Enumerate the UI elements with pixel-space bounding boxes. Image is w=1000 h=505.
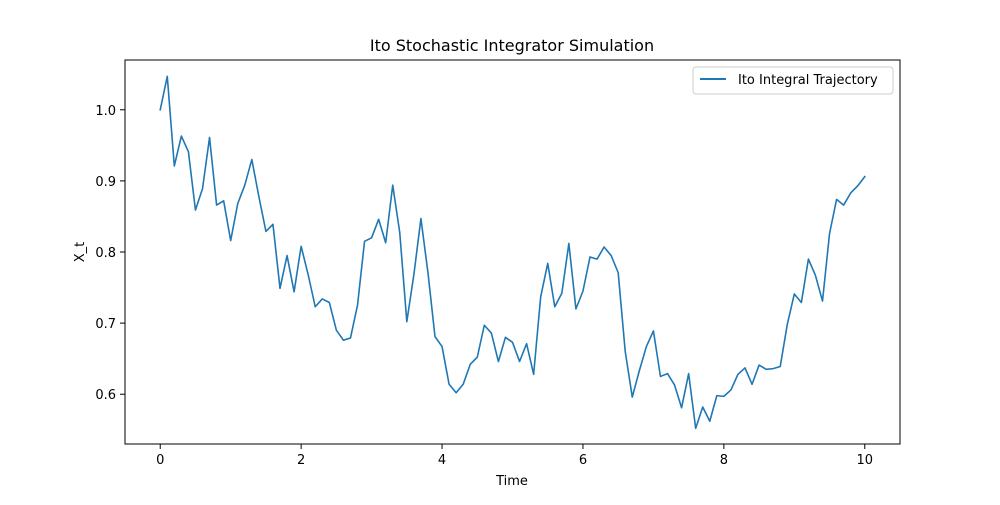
legend-box <box>692 66 894 95</box>
y-tick-label: 1.0 <box>95 104 116 119</box>
series-group <box>159 75 866 430</box>
y-tick-label: 0.8 <box>95 246 116 261</box>
x-tick-label: 0 <box>156 453 164 468</box>
x-tick-label: 8 <box>720 453 728 468</box>
y-tick-label: 0.6 <box>95 388 116 403</box>
plot-frame <box>124 59 901 445</box>
x-tick-label: 6 <box>579 453 587 468</box>
x-axis-ticks: 0 2 4 6 8 10 <box>156 444 873 468</box>
y-tick-label: 0.7 <box>95 317 116 332</box>
legend: Ito Integral Trajectory <box>692 66 894 95</box>
y-tick-label: 0.9 <box>95 175 116 190</box>
x-tick-label: 4 <box>438 453 446 468</box>
series-line <box>159 75 866 430</box>
chart-title: Ito Stochastic Integrator Simulation <box>370 36 654 55</box>
y-axis-ticks: 0.6 0.7 0.8 0.9 1.0 <box>95 104 125 403</box>
y-axis-label: X_t <box>73 242 88 263</box>
x-axis-label: Time <box>495 474 528 489</box>
x-tick-label: 2 <box>297 453 305 468</box>
legend-entry-label: Ito Integral Trajectory <box>738 73 878 88</box>
x-tick-label: 10 <box>856 453 873 468</box>
